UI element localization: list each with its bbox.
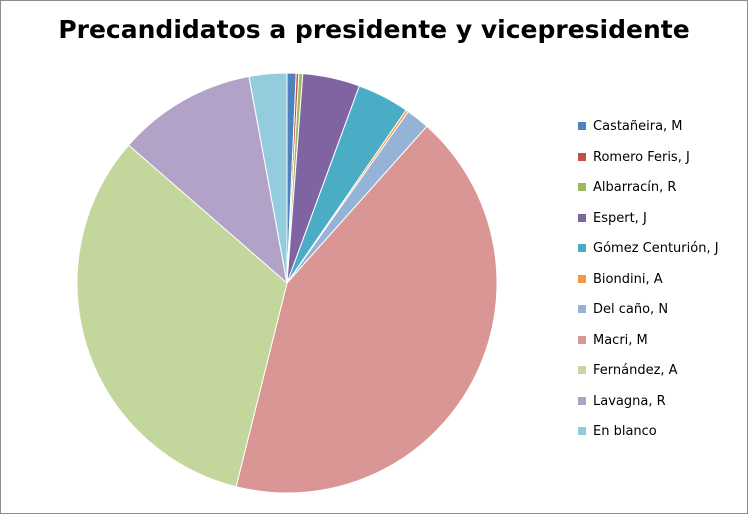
legend-swatch: [578, 396, 586, 405]
legend-item: Castañeira, M: [578, 119, 743, 150]
legend-swatch: [578, 122, 586, 130]
legend-item: Albarracín, R: [578, 180, 743, 211]
legend-label: Biondini, A: [593, 271, 663, 287]
legend-swatch: [578, 366, 586, 374]
legend-swatch: [578, 152, 586, 161]
legend-item: Gómez Centurión, J: [578, 241, 743, 272]
legend-swatch: [578, 305, 586, 313]
legend-label: Del caño, N: [593, 302, 669, 317]
legend-label: Lavagna, R: [593, 393, 666, 409]
legend-label: Fernández, A: [593, 363, 678, 378]
pie-slice-8: [76, 144, 288, 488]
legend-swatch: [578, 213, 586, 222]
legend-label: Romero Feris, J: [593, 149, 690, 165]
legend-item: Lavagna, R: [578, 394, 743, 425]
pie-slice-7: [235, 125, 498, 494]
legend-label: Castañeira, M: [593, 119, 683, 134]
legend-swatch: [578, 244, 586, 252]
legend-item: Espert, J: [578, 211, 743, 242]
legend-swatch: [578, 427, 586, 435]
legend-label: En blanco: [593, 424, 657, 439]
legend-swatch: [578, 335, 586, 344]
legend-item: Del caño, N: [578, 302, 743, 333]
legend-item: Romero Feris, J: [578, 150, 743, 181]
legend-swatch: [578, 183, 586, 191]
legend-label: Albarracín, R: [593, 180, 677, 195]
legend-item: En blanco: [578, 424, 743, 455]
legend-swatch: [578, 274, 586, 283]
legend-item: Fernández, A: [578, 363, 743, 394]
legend-item: Biondini, A: [578, 272, 743, 303]
chart-title: Precandidatos a presidente y vicepreside…: [58, 15, 690, 44]
chart-legend: Castañeira, M Romero Feris, J Albarracín, …: [578, 119, 743, 455]
legend-label: Gómez Centurión, J: [593, 241, 719, 256]
pie-slice-10: [248, 72, 288, 284]
legend-label: Macri, M: [593, 332, 648, 348]
legend-label: Espert, J: [593, 210, 647, 226]
pie-slice-9: [127, 75, 288, 285]
legend-item: Macri, M: [578, 333, 743, 364]
